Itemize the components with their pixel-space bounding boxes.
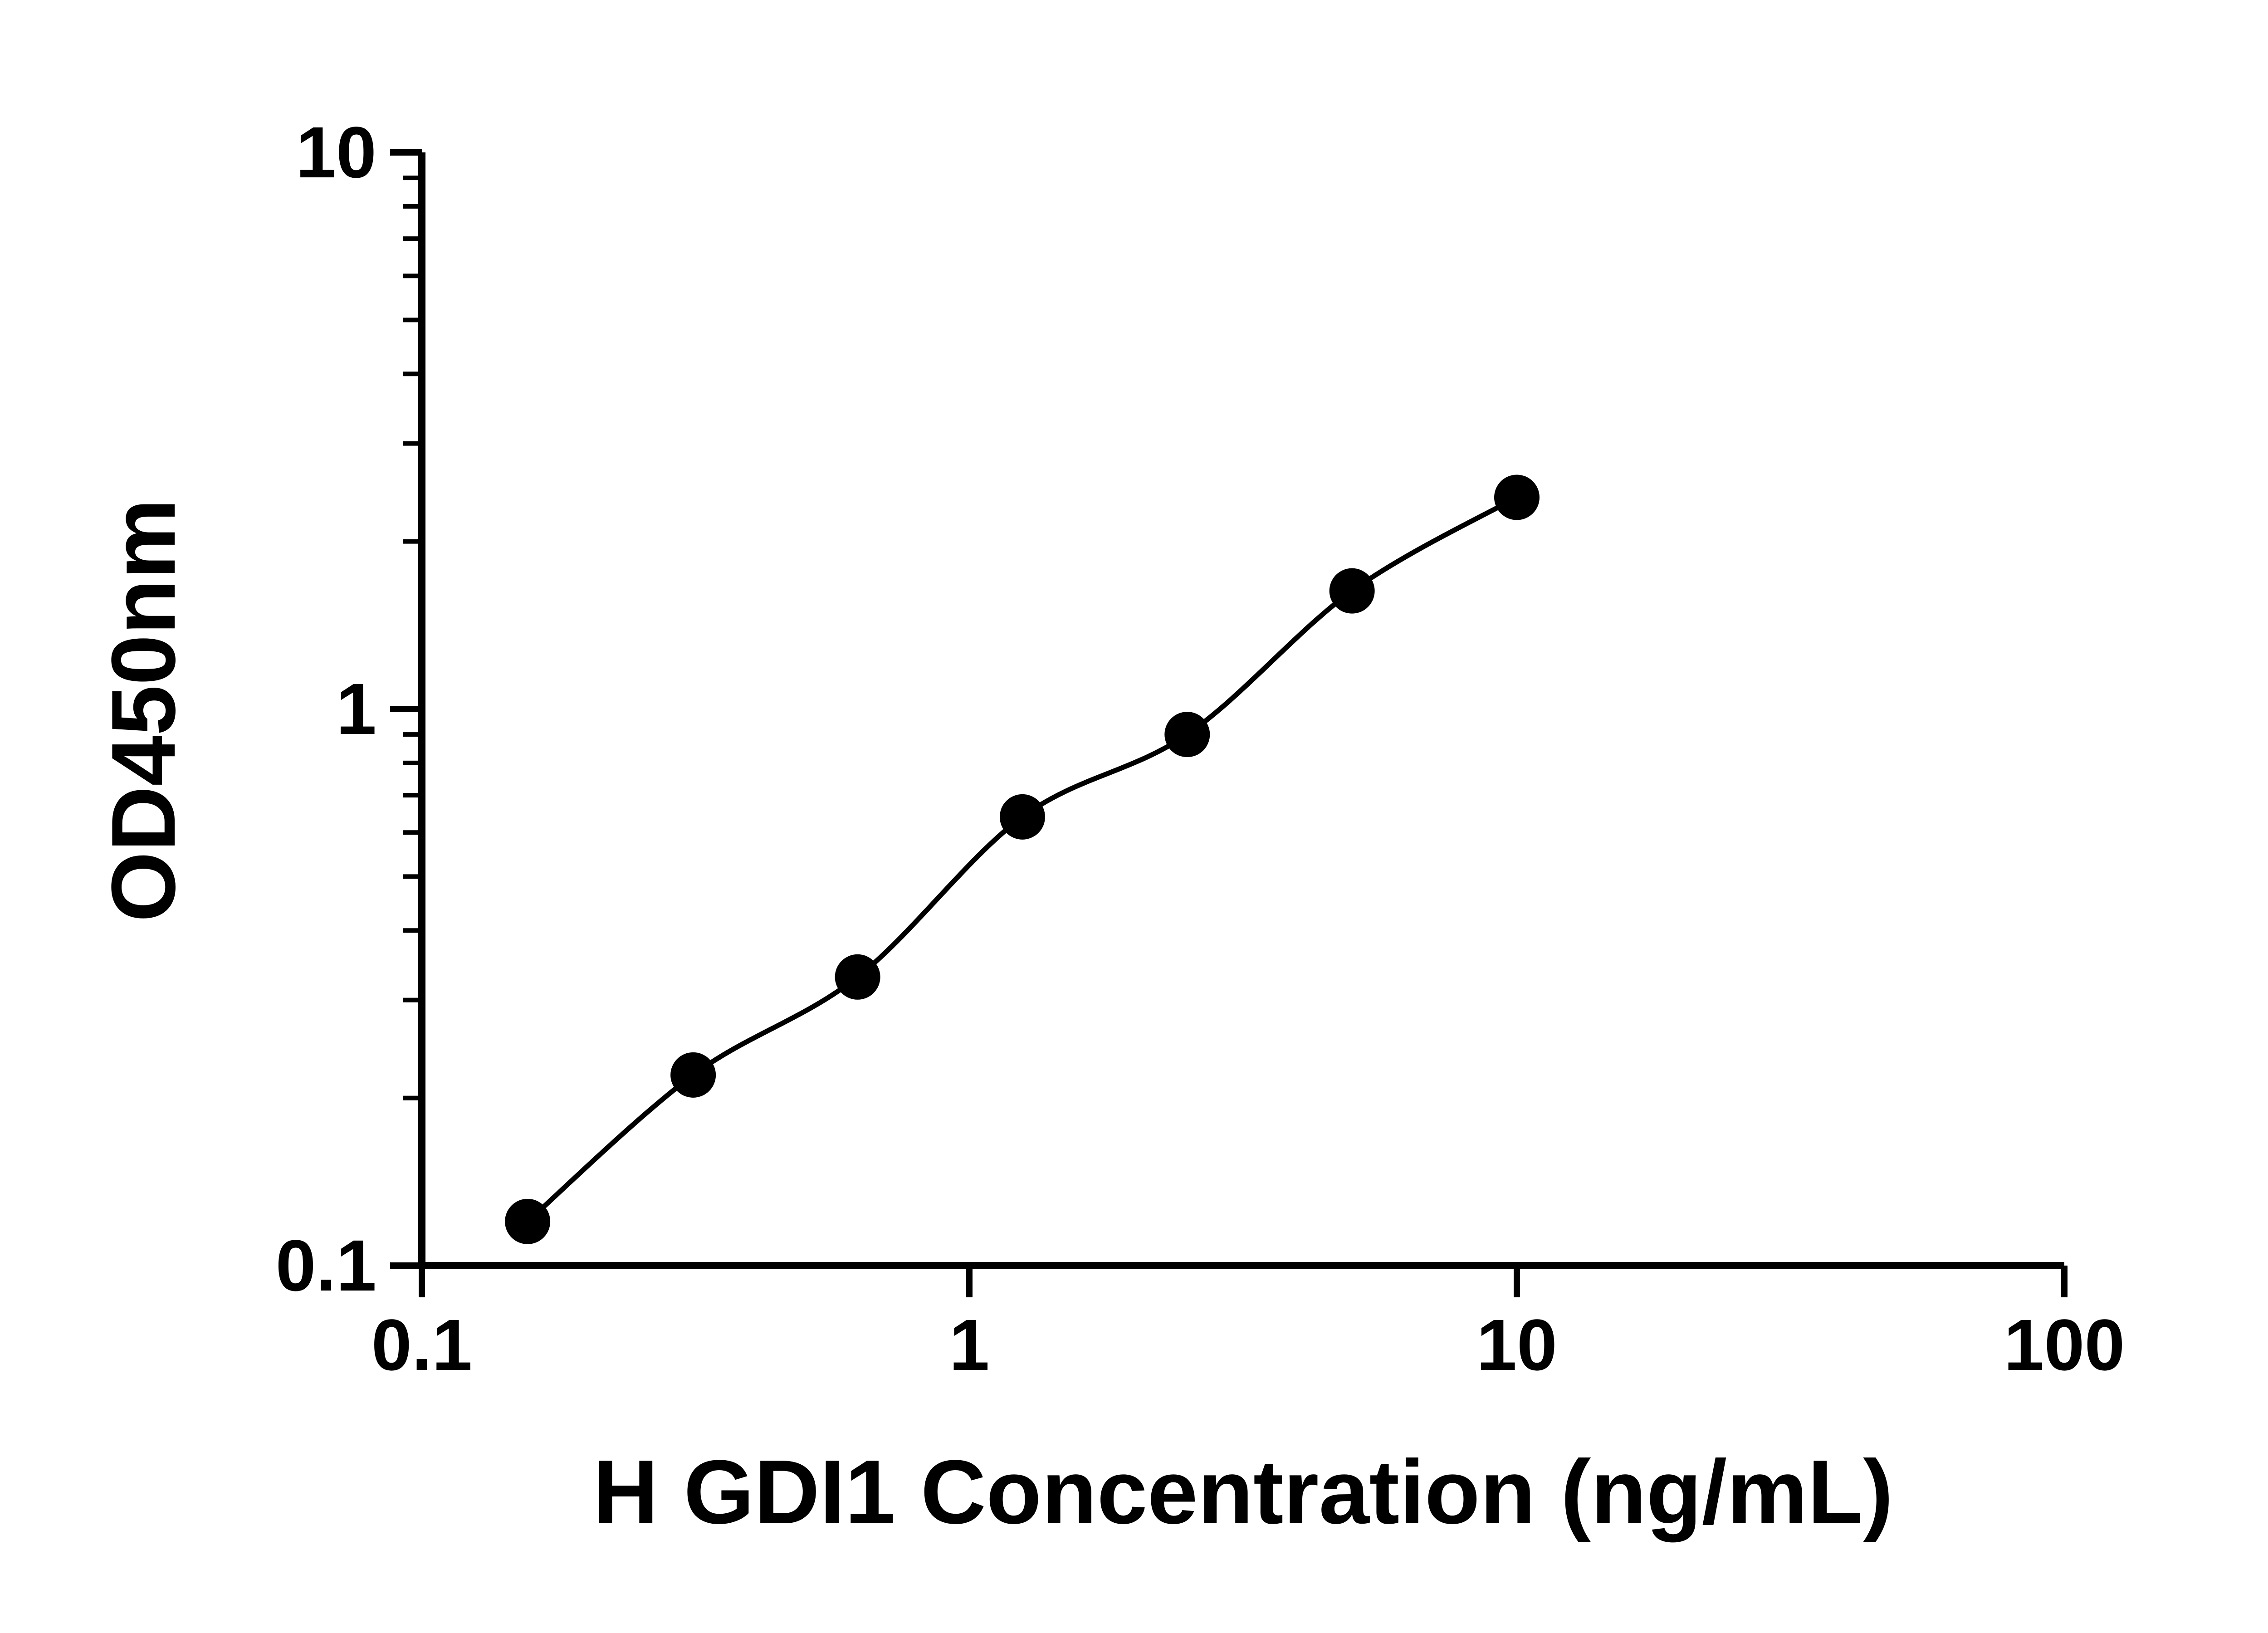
data-point: [999, 794, 1045, 840]
data-point: [670, 1052, 716, 1098]
x-tick-label: 0.1: [371, 1304, 472, 1385]
x-tick-label: 1: [949, 1304, 990, 1385]
data-point: [505, 1198, 551, 1244]
data-point: [1329, 568, 1375, 614]
y-tick-label: 10: [296, 112, 376, 193]
y-axis-title: OD450nm: [93, 499, 194, 922]
data-point: [1164, 712, 1210, 758]
data-point: [835, 954, 880, 1000]
y-tick-label: 0.1: [276, 1225, 376, 1306]
data-point: [1494, 474, 1540, 520]
y-tick-label: 1: [336, 668, 376, 749]
x-axis-title: H GDI1 Concentration (ng/mL): [593, 1442, 1893, 1543]
x-tick-label: 100: [2004, 1304, 2125, 1385]
x-tick-label: 10: [1476, 1304, 1557, 1385]
